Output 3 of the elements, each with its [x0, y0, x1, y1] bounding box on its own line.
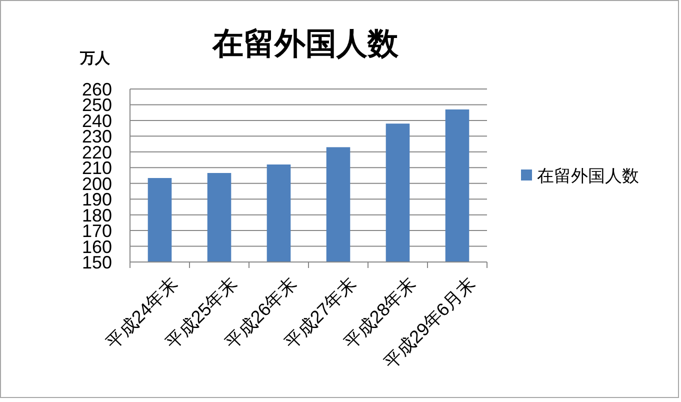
legend-label: 在留外国人数 — [537, 166, 639, 186]
y-axis-title: 万人 — [79, 50, 111, 67]
chart-title: 在留外国人数 — [212, 26, 400, 61]
